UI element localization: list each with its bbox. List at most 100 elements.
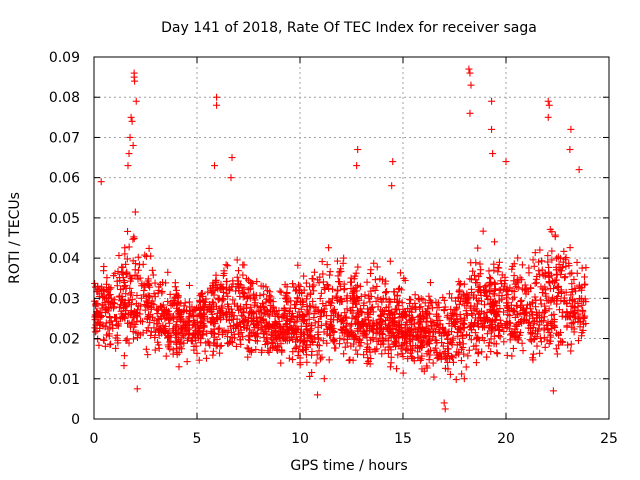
data-point xyxy=(225,305,233,313)
data-point xyxy=(397,323,405,331)
data-point xyxy=(112,344,120,352)
data-point xyxy=(240,316,248,324)
data-point xyxy=(366,360,374,368)
data-point xyxy=(243,325,251,333)
data-point xyxy=(306,302,314,310)
data-point xyxy=(557,264,565,272)
data-point xyxy=(227,310,235,318)
data-point xyxy=(349,292,357,300)
data-point xyxy=(548,256,556,264)
data-point xyxy=(450,311,458,319)
data-point xyxy=(229,315,237,323)
data-point xyxy=(479,227,487,235)
data-point xyxy=(365,316,373,324)
data-point xyxy=(454,332,462,340)
data-point xyxy=(509,295,517,303)
data-point xyxy=(410,357,418,365)
data-point xyxy=(576,323,584,331)
data-point xyxy=(393,329,401,337)
data-point xyxy=(185,281,193,289)
data-point xyxy=(265,297,273,305)
data-point xyxy=(390,331,398,339)
data-point xyxy=(109,304,117,312)
data-point xyxy=(388,182,396,190)
data-point xyxy=(485,282,493,290)
data-point xyxy=(377,315,385,323)
data-point xyxy=(235,287,243,295)
data-point xyxy=(541,302,549,310)
data-point xyxy=(111,313,119,321)
data-point xyxy=(303,358,311,366)
data-point xyxy=(186,329,194,337)
data-point xyxy=(151,279,159,287)
data-point xyxy=(144,315,152,323)
data-point xyxy=(123,335,131,343)
data-point xyxy=(164,297,172,305)
x-axis-label: GPS time / hours xyxy=(290,458,407,474)
data-point xyxy=(262,323,270,331)
data-point xyxy=(289,356,297,364)
data-point xyxy=(549,387,557,395)
data-point xyxy=(407,296,415,304)
data-point xyxy=(237,326,245,334)
data-point xyxy=(485,339,493,347)
data-point xyxy=(175,306,183,314)
chart-title: Day 141 of 2018, Rate Of TEC Index for r… xyxy=(161,20,537,36)
data-point xyxy=(528,308,536,316)
data-point xyxy=(106,318,114,326)
data-point xyxy=(567,291,575,299)
data-point xyxy=(462,363,470,371)
data-point xyxy=(375,330,383,338)
data-point xyxy=(357,293,365,301)
data-point xyxy=(225,317,233,325)
data-point xyxy=(287,297,295,305)
data-point xyxy=(578,301,586,309)
data-point xyxy=(131,77,139,85)
data-point xyxy=(371,276,379,284)
data-point xyxy=(142,345,150,353)
data-point xyxy=(384,337,392,345)
data-point xyxy=(349,303,357,311)
data-point xyxy=(545,269,553,277)
data-point xyxy=(129,335,137,343)
data-point xyxy=(421,299,429,307)
data-point xyxy=(222,277,230,285)
data-point xyxy=(343,305,351,313)
data-point xyxy=(175,307,183,315)
data-point xyxy=(485,342,493,350)
data-point xyxy=(353,295,361,303)
data-point xyxy=(420,367,428,375)
data-point xyxy=(398,341,406,349)
data-point xyxy=(571,304,579,312)
data-point xyxy=(337,326,345,334)
data-point xyxy=(395,285,403,293)
data-point xyxy=(472,305,480,313)
data-point xyxy=(139,329,147,337)
data-point xyxy=(95,310,103,318)
data-point xyxy=(101,306,109,314)
data-point xyxy=(129,257,137,265)
data-point xyxy=(303,337,311,345)
data-point xyxy=(373,282,381,290)
data-point xyxy=(508,352,516,360)
data-point xyxy=(165,314,173,322)
data-point xyxy=(275,307,283,315)
data-point xyxy=(142,252,150,260)
data-point xyxy=(490,340,498,348)
data-point xyxy=(354,146,362,154)
data-point xyxy=(374,294,382,302)
data-point xyxy=(467,275,475,283)
data-point xyxy=(504,307,512,315)
data-point xyxy=(435,303,443,311)
data-point xyxy=(286,304,294,312)
data-point xyxy=(254,318,262,326)
data-point xyxy=(243,344,251,352)
data-point xyxy=(475,297,483,305)
data-point xyxy=(157,326,165,334)
data-point xyxy=(402,346,410,354)
data-point xyxy=(414,324,422,332)
data-point xyxy=(477,291,485,299)
data-point xyxy=(561,274,569,282)
data-point xyxy=(555,331,563,339)
data-point xyxy=(313,341,321,349)
